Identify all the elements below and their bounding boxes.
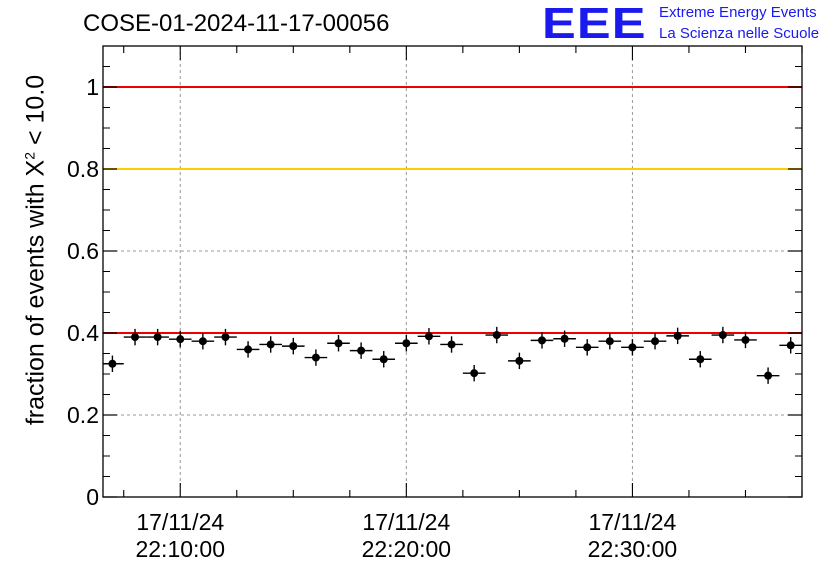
x-tick-label-date: 17/11/24 <box>362 509 450 535</box>
data-point <box>349 342 373 359</box>
marker <box>244 345 253 354</box>
eee-logo-mark: EEE <box>542 0 647 48</box>
eee-logo-text: Extreme Energy Events La Scienza nelle S… <box>659 2 819 44</box>
marker <box>447 340 456 349</box>
marker <box>673 331 682 340</box>
marker <box>515 356 524 365</box>
data-point <box>530 332 554 349</box>
marker <box>266 340 275 349</box>
data-point <box>417 328 441 345</box>
data-point <box>372 351 396 368</box>
x-tick-label-date: 17/11/24 <box>589 509 677 535</box>
y-tick-label: 0.6 <box>67 238 99 264</box>
x-tick-label-date: 17/11/24 <box>136 509 224 535</box>
data-point <box>440 336 463 353</box>
marker <box>696 355 705 364</box>
data-point <box>462 364 486 382</box>
data-point <box>508 352 531 370</box>
data-point <box>575 339 599 356</box>
marker <box>176 335 185 344</box>
data-point <box>553 330 576 347</box>
data-point <box>756 367 780 384</box>
data-point <box>711 326 735 344</box>
marker <box>198 337 207 346</box>
marker <box>605 337 614 346</box>
data-point <box>327 335 350 352</box>
data-point <box>598 333 622 350</box>
marker <box>379 355 388 364</box>
data-point <box>734 331 757 349</box>
marker <box>786 341 795 350</box>
y-tick-label: 1 <box>86 74 99 100</box>
y-tick-label: 0 <box>86 484 99 510</box>
data-point <box>304 349 328 366</box>
logo-line-2: La Scienza nelle Scuole <box>659 25 820 42</box>
y-tick-label: 0.4 <box>67 320 99 346</box>
eee-logo: EEE Extreme Energy Events La Scienza nel… <box>542 2 819 46</box>
data-point <box>643 333 667 350</box>
marker <box>153 333 162 342</box>
marker <box>492 331 501 340</box>
data-point <box>146 328 169 346</box>
x-tick-label-time: 22:20:00 <box>362 536 452 562</box>
marker <box>108 359 117 368</box>
data-point <box>214 328 237 346</box>
data-point <box>621 339 644 356</box>
marker <box>357 346 366 355</box>
marker <box>741 335 750 344</box>
data-point <box>259 336 282 353</box>
marker <box>311 353 320 362</box>
marker <box>470 369 479 378</box>
marker <box>537 336 546 345</box>
marker <box>628 343 637 352</box>
marker <box>334 339 343 348</box>
marker <box>402 339 411 348</box>
chart-title: COSE-01-2024-11-17-00056 <box>83 10 390 37</box>
plot-frame <box>102 45 803 498</box>
marker <box>583 343 592 352</box>
marker <box>651 337 660 346</box>
data-point <box>666 327 689 345</box>
data-point <box>236 341 260 358</box>
data-point <box>103 355 124 372</box>
marker <box>764 371 773 380</box>
data-point <box>123 328 147 346</box>
marker <box>424 332 433 341</box>
x-tick-label-time: 22:10:00 <box>135 536 225 562</box>
x-tick-label-time: 22:30:00 <box>588 536 678 562</box>
marker <box>131 333 140 342</box>
data-point <box>281 337 305 355</box>
y-tick-label: 0.8 <box>67 156 99 182</box>
marker <box>718 331 727 340</box>
data-point <box>191 333 215 350</box>
marker <box>221 333 230 342</box>
y-tick-label: 0.2 <box>67 402 99 428</box>
data-point <box>779 337 802 354</box>
marker <box>289 342 298 351</box>
data-point <box>688 351 712 368</box>
marker <box>560 334 569 343</box>
data-point <box>395 335 418 352</box>
data-point <box>168 330 192 348</box>
data-point <box>485 326 509 344</box>
logo-line-1: Extreme Energy Events <box>659 4 817 21</box>
